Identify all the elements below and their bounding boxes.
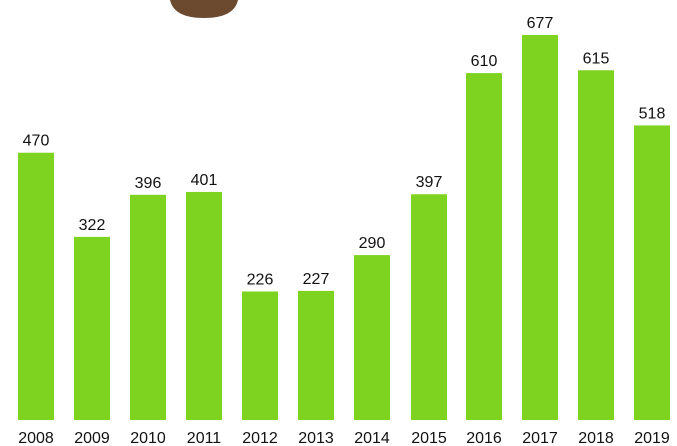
x-tick-label-2014: 2014 bbox=[354, 430, 390, 446]
bar-2009 bbox=[74, 236, 110, 420]
bar-2010 bbox=[130, 194, 166, 420]
x-tick-label-2012: 2012 bbox=[242, 430, 278, 446]
bar-2013 bbox=[298, 290, 334, 420]
data-label-2014: 290 bbox=[359, 235, 386, 252]
data-label-2012: 226 bbox=[247, 271, 274, 288]
bar-labels-layer: 470 322 396 401 226 227 290 397 610 677 615 518 bbox=[23, 15, 666, 288]
data-label-2015: 397 bbox=[416, 174, 443, 191]
bars-layer bbox=[18, 35, 670, 421]
tick-labels-layer: 2008 2009 2010 2011 2012 2013 2014 2015 2016 2017… bbox=[18, 430, 670, 446]
bar-2019 bbox=[634, 125, 670, 421]
data-label-2018: 615 bbox=[583, 50, 610, 67]
x-tick-label-2008: 2008 bbox=[18, 430, 54, 446]
x-tick-label-2010: 2010 bbox=[130, 430, 166, 446]
data-label-2019: 518 bbox=[639, 105, 666, 122]
x-tick-label-2018: 2018 bbox=[578, 430, 614, 446]
data-label-2010: 396 bbox=[135, 175, 162, 192]
bar-2014 bbox=[354, 255, 390, 420]
bar-2016 bbox=[466, 73, 502, 420]
bar-2012 bbox=[242, 291, 278, 420]
decoration-layer bbox=[170, 0, 238, 18]
x-tick-label-2011: 2011 bbox=[187, 430, 222, 446]
decorative-shape bbox=[170, 0, 238, 18]
data-label-2016: 610 bbox=[471, 53, 498, 70]
x-tick-label-2019: 2019 bbox=[634, 430, 670, 446]
x-tick-label-2013: 2013 bbox=[298, 430, 334, 446]
data-label-2009: 322 bbox=[79, 217, 106, 234]
bar-2015 bbox=[411, 194, 447, 420]
data-label-2008: 470 bbox=[23, 133, 50, 150]
bar-2008 bbox=[18, 152, 54, 420]
x-tick-label-2009: 2009 bbox=[74, 430, 110, 446]
bar-2018 bbox=[578, 70, 614, 421]
data-label-2013: 227 bbox=[303, 271, 330, 288]
x-tick-label-2015: 2015 bbox=[411, 430, 447, 446]
data-label-2017: 677 bbox=[527, 15, 554, 32]
bar-2017 bbox=[522, 35, 558, 420]
x-tick-label-2016: 2016 bbox=[466, 430, 502, 446]
data-label-2011: 401 bbox=[191, 172, 218, 189]
x-tick-label-2017: 2017 bbox=[522, 430, 558, 446]
bar-2011 bbox=[186, 191, 222, 420]
